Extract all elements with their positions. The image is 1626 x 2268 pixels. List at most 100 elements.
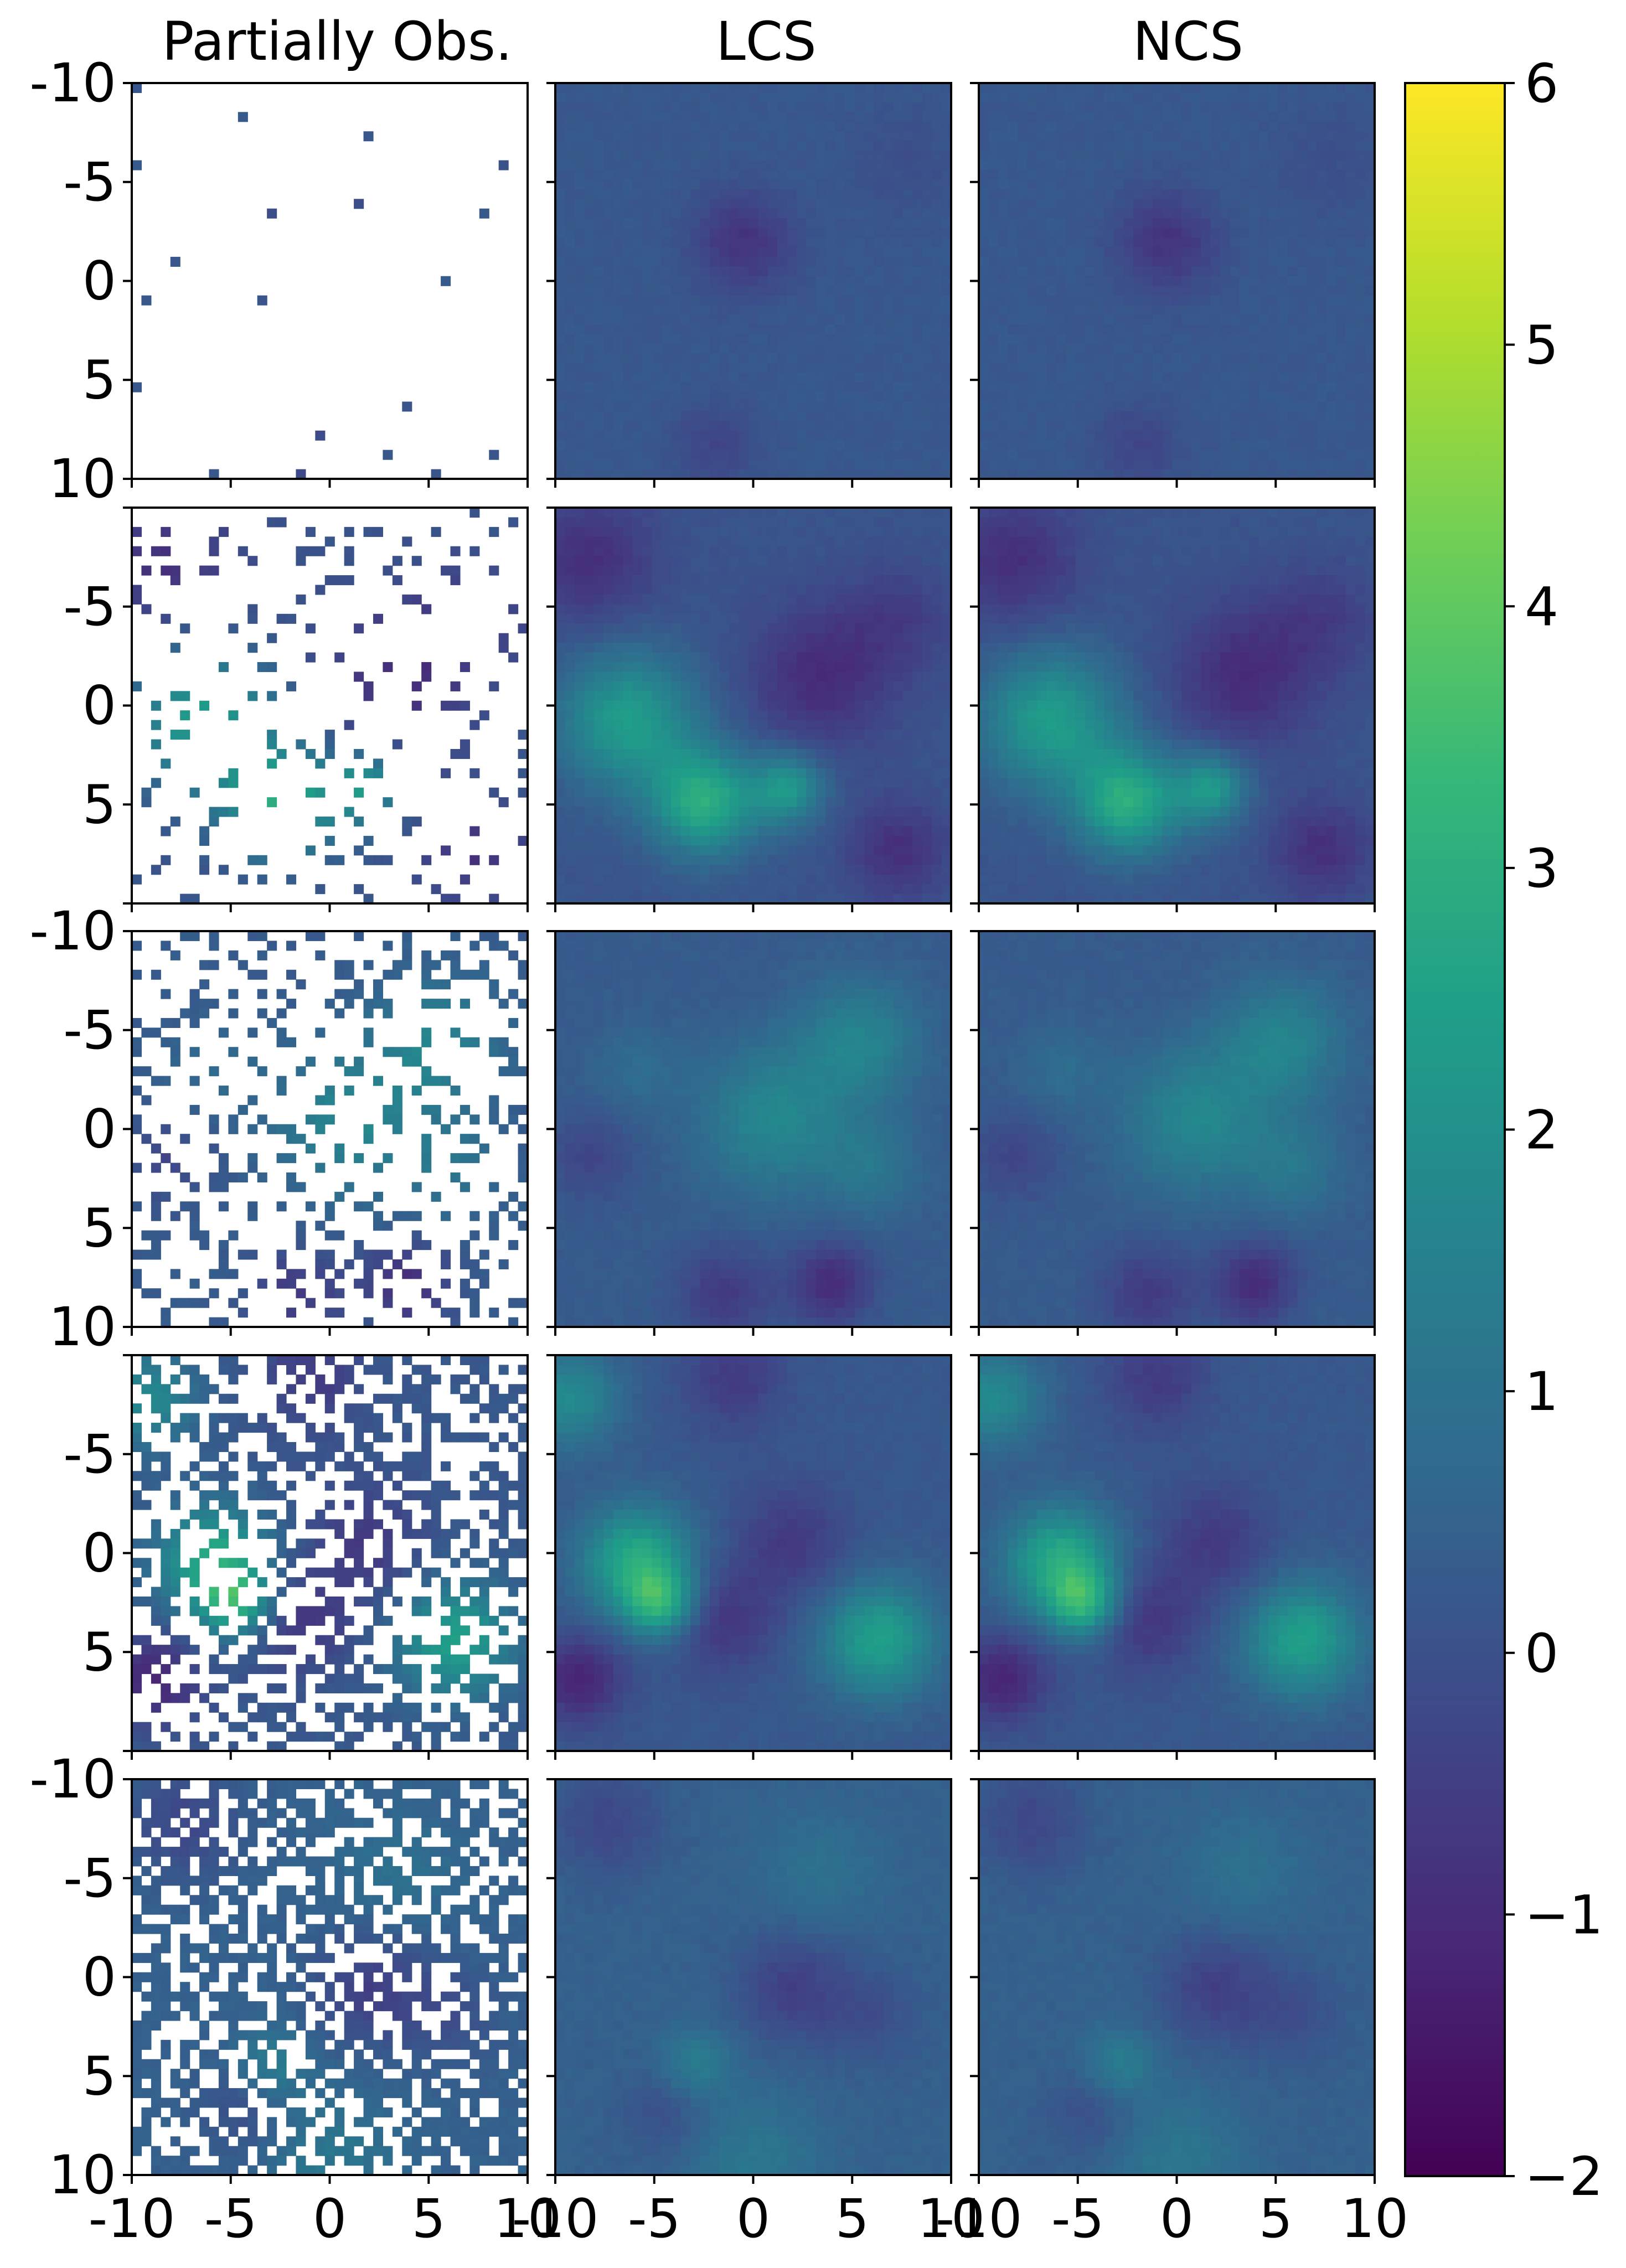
heatmap-cell [1075,189,1086,199]
heatmap-cell [1075,151,1086,161]
heatmap-cell [787,662,797,673]
heatmap-cell [479,710,489,721]
heatmap-cell [1230,295,1240,306]
heatmap-cell [1065,334,1076,344]
heatmap-cell [893,421,904,431]
heatmap-cell [998,286,1008,296]
heatmap-cell [1065,151,1076,161]
heatmap-cell [632,450,643,460]
heatmap-cell [998,382,1008,392]
heatmap-cell [574,392,585,402]
heatmap-cell [1239,363,1250,373]
heatmap-cell [1075,392,1086,402]
heatmap-cell [584,295,595,306]
heatmap-cell [680,83,691,94]
heatmap-cell [796,797,807,808]
heatmap-cell [1133,305,1144,316]
heatmap-cell [1326,373,1336,383]
heatmap-cell [796,710,807,721]
heatmap-cell [1258,83,1269,94]
heatmap-cell [815,604,826,614]
heatmap-cell [893,373,904,383]
heatmap-cell [719,92,730,103]
heatmap-cell [1297,324,1308,335]
heatmap-cell [1278,83,1288,94]
heatmap-cell [893,102,904,112]
heatmap-cell [796,817,807,827]
heatmap-cell [864,373,875,383]
heatmap-cell [729,681,739,691]
heatmap-cell [555,594,566,605]
heatmap-cell [739,112,749,122]
heatmap-cell [767,112,778,122]
heatmap-cell [1355,469,1366,479]
heatmap-cell [767,189,778,199]
heatmap-cell [932,807,942,817]
heatmap-cell [988,179,999,190]
heatmap-cell [758,662,768,673]
heatmap-cell [883,295,894,306]
heatmap-cell [710,430,720,441]
heatmap-cell [941,324,952,335]
heatmap-cell [912,247,923,257]
heatmap-cell [988,189,999,199]
heatmap-cell [729,121,739,132]
heatmap-cell [593,459,604,470]
heatmap-cell [132,83,142,94]
heatmap-cell [1027,469,1037,479]
heatmap-cell [1220,324,1231,335]
heatmap-cell [555,739,566,750]
heatmap-cell [912,401,923,412]
heatmap-cell [729,778,739,788]
heatmap-cell [411,874,422,885]
heatmap-cell [883,700,894,711]
heatmap-cell [1307,421,1317,431]
heatmap-cell [228,768,239,778]
heatmap-cell [739,189,749,199]
heatmap-cell [1278,295,1288,306]
heatmap-cell [845,575,855,586]
heatmap-cell [623,459,633,470]
heatmap-cell [854,179,865,190]
heatmap-cell [671,286,682,296]
heatmap-cell [565,401,575,412]
heatmap-cell [565,440,575,451]
heatmap-cell [1239,334,1250,344]
heatmap-cell [729,536,739,547]
heatmap-cell [1046,141,1057,151]
heatmap-cell [1181,401,1192,412]
heatmap-cell [1065,199,1076,209]
heatmap-cell [1326,218,1336,229]
heatmap-cell [247,613,258,624]
heatmap-cell [652,401,662,412]
heatmap-cell [1181,121,1192,132]
heatmap-cell [555,720,566,730]
heatmap-cell [1317,401,1327,412]
heatmap-cell [1230,102,1240,112]
heatmap-cell [883,92,894,103]
heatmap-cell [787,748,797,760]
heatmap-cell [710,748,720,760]
heatmap-cell [864,363,875,373]
heatmap-cell [806,286,817,296]
heatmap-cell [1297,334,1308,344]
heatmap-cell [1210,131,1221,142]
heatmap-cell [1278,189,1288,199]
heatmap-cell [1123,411,1134,421]
heatmap-cell [787,112,797,122]
heatmap-cell [787,440,797,451]
heatmap-cell [979,169,989,180]
heatmap-cell [623,778,633,788]
heatmap-cell [748,102,758,112]
heatmap-cell [1297,151,1308,161]
heatmap-cell [623,141,633,151]
heatmap-cell [998,151,1008,161]
heatmap-cell [555,363,566,373]
heatmap-cell [1143,392,1153,402]
heatmap-cell [1017,286,1028,296]
heatmap-cell [623,392,633,402]
heatmap-cell [1268,151,1279,161]
heatmap-cell [593,102,604,112]
heatmap-cell [777,92,788,103]
heatmap-cell [864,671,875,682]
